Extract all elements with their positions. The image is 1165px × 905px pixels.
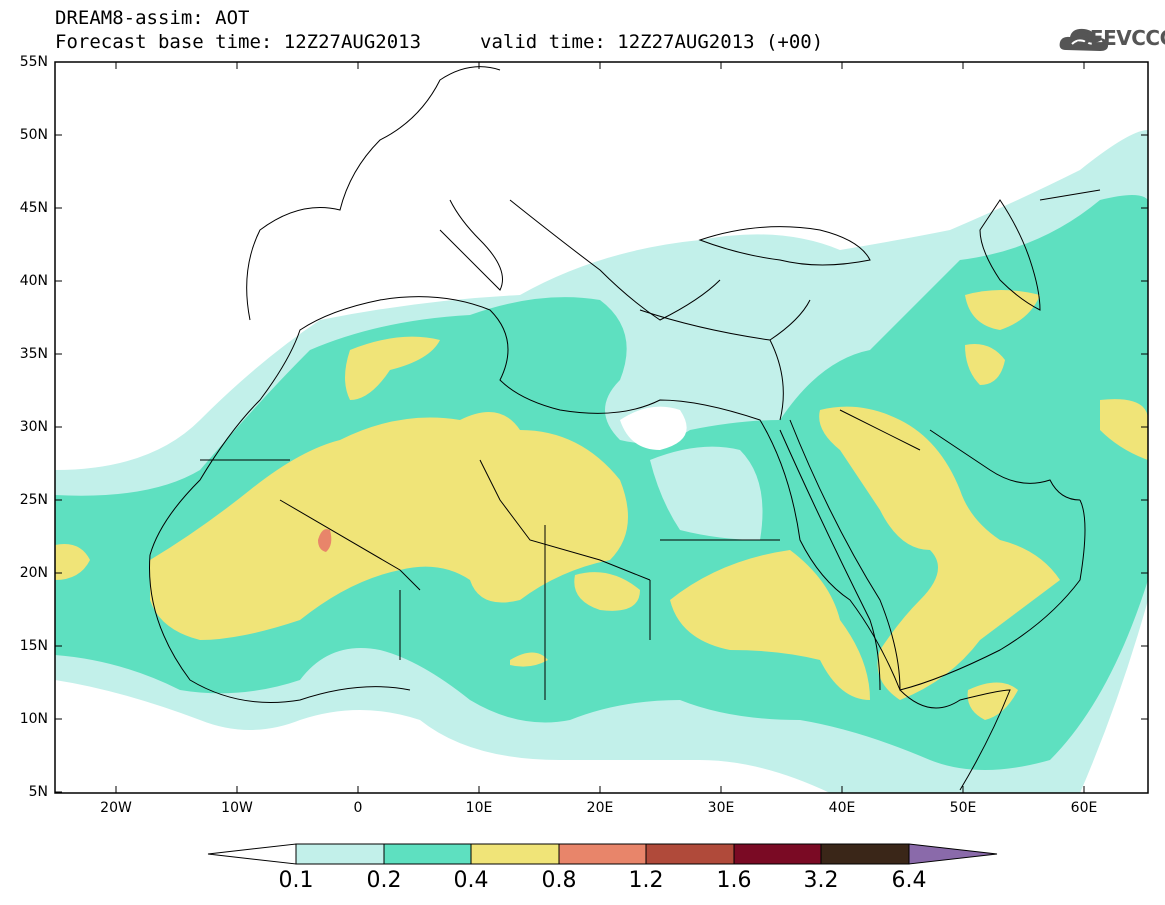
colorbar-over-arrow: [908, 843, 998, 865]
coast-caspian: [979, 199, 1041, 311]
aot-yellow-nigeria: [510, 652, 548, 667]
lon-label-0: 0: [353, 800, 363, 816]
coast-italy: [439, 199, 503, 291]
aot-yellow-iran2: [965, 344, 1005, 385]
colorbar-label-1.2: 1.2: [628, 868, 664, 893]
aot-yellow-arabia: [819, 406, 1060, 700]
coastlines: [149, 66, 1101, 791]
colorbar-label-1.6: 1.6: [716, 868, 752, 893]
colorbar-bin-1.6: [733, 843, 822, 865]
lat-label-45n: 45N: [19, 200, 48, 216]
colorbar-under-arrow: [207, 843, 297, 865]
lat-label-50n: 50N: [19, 127, 48, 143]
colorbar-bin-0.1: [295, 843, 385, 865]
aot-hole-clear-libya: [620, 406, 687, 450]
cloud-logo-icon: [1059, 28, 1109, 51]
forecast-base-time: Forecast base time: 12Z27AUG2013: [55, 31, 422, 53]
lat-label-35n: 35N: [19, 346, 48, 362]
colorbar-bin-3.2: [820, 843, 910, 865]
lon-label-20e: 20E: [586, 800, 614, 816]
aot-fields: [55, 130, 1148, 793]
aot-yellow-chad: [574, 572, 640, 611]
axis-ticks: [55, 61, 1148, 793]
colorbar-label-0.2: 0.2: [366, 868, 402, 893]
aot-yellow-westcoast: [55, 544, 90, 580]
lat-label-25n: 25N: [19, 492, 48, 508]
colorbar: [207, 843, 998, 865]
colorbar-label-0.8: 0.8: [541, 868, 577, 893]
lon-label-20w: 20W: [100, 800, 132, 816]
colorbar-bin-1.2: [645, 843, 735, 865]
coast-turkey: [639, 299, 811, 341]
lon-label-50e: 50E: [949, 800, 977, 816]
map-title: DREAM8-assim: AOT: [55, 7, 250, 29]
coast-gulf: [929, 429, 1081, 501]
colorbar-label-0.1: 0.1: [278, 868, 314, 893]
coast-africa-south: [149, 554, 411, 703]
lat-label-10n: 10N: [19, 711, 48, 727]
colorbar-label-3.2: 3.2: [803, 868, 839, 893]
logo-text: SEEVCCC: [1076, 26, 1165, 50]
coast-africa-west: [149, 296, 1011, 791]
colorbar-bin-0.2: [383, 843, 472, 865]
aot-yellow-sudan: [670, 550, 870, 700]
valid-time: valid time: 12Z27AUG2013 (+00): [480, 31, 824, 53]
aot-hole-egypt: [650, 446, 763, 540]
lat-label-30n: 30N: [19, 419, 48, 435]
aot-yellow-pakistan: [1100, 399, 1148, 460]
lon-label-10e: 10E: [465, 800, 493, 816]
lon-label-40e: 40E: [828, 800, 856, 816]
lat-label-5n: 5N: [28, 784, 48, 800]
colorbar-label-0.4: 0.4: [453, 868, 489, 893]
colorbar-bin-0.8: [558, 843, 647, 865]
coast-arabia: [789, 419, 1086, 691]
colorbar-bin-0.4: [470, 843, 560, 865]
aot-yellow-sahara: [150, 412, 628, 640]
lat-label-20n: 20N: [19, 565, 48, 581]
coast-redsea: [779, 429, 881, 691]
lat-label-55n: 55N: [19, 54, 48, 70]
coast-levant: [769, 339, 784, 421]
aot-yellow-algeria-north: [345, 336, 440, 400]
lat-label-40n: 40N: [19, 273, 48, 289]
border-lines: [200, 189, 1101, 700]
coast-europe: [246, 66, 501, 321]
lat-label-15n: 15N: [19, 638, 48, 654]
coast-balkan: [509, 199, 721, 321]
lon-label-30e: 30E: [707, 800, 735, 816]
lon-label-10w: 10W: [221, 800, 253, 816]
coast-blacksea: [698, 226, 871, 266]
colorbar-label-6.4: 6.4: [891, 868, 927, 893]
aot-yellow-iran: [965, 290, 1040, 330]
lon-label-60e: 60E: [1070, 800, 1098, 816]
aot-yellow-somalia: [967, 682, 1018, 720]
aot-orange-hotspot: [318, 529, 332, 552]
